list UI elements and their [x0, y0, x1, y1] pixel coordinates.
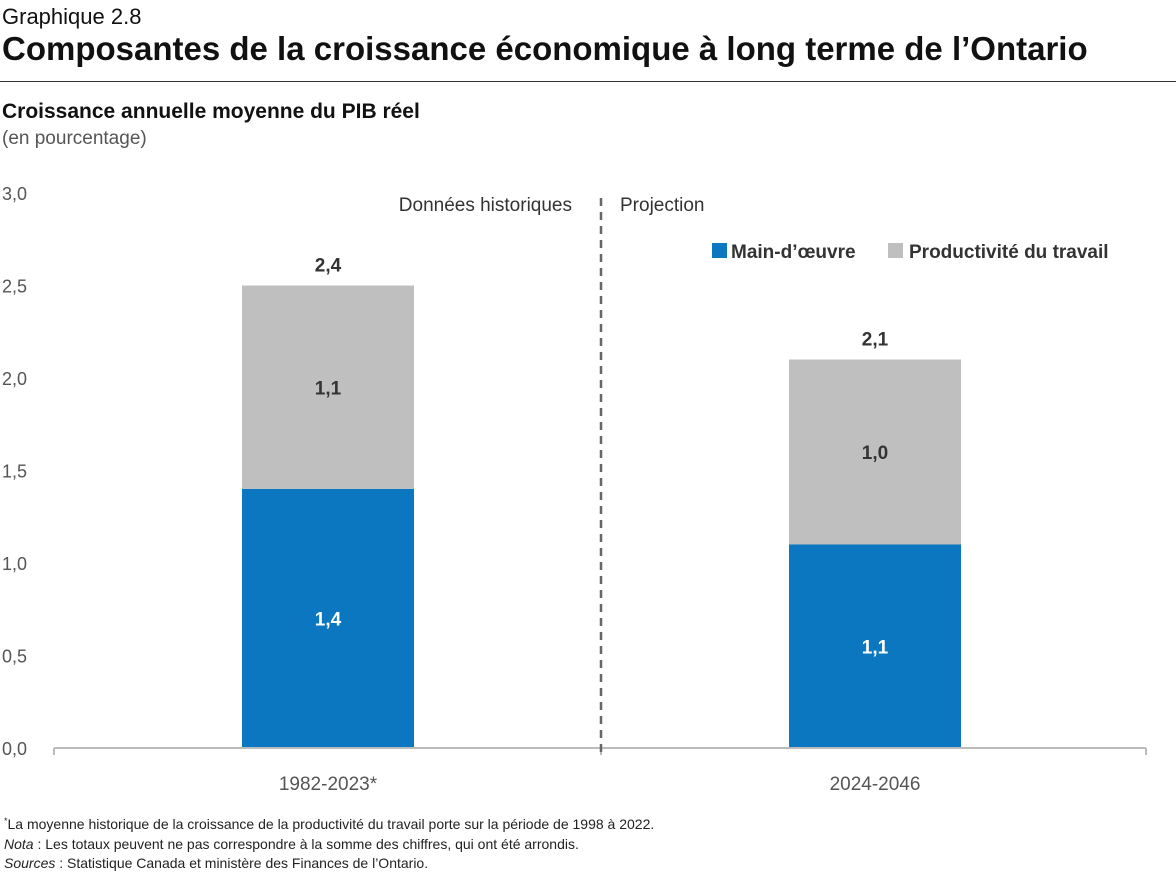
chart-subtitle: Croissance annuelle moyenne du PIB réel: [2, 100, 420, 123]
y-tick-label: 2,5: [2, 277, 27, 297]
data-label: 1,1: [862, 637, 889, 658]
data-label: 1,0: [862, 443, 888, 464]
y-tick-label: 1,5: [2, 462, 27, 482]
legend-swatch-labour: [712, 243, 727, 258]
region-label-projection: Projection: [620, 195, 705, 216]
data-label: 1,1: [315, 378, 342, 399]
total-label: 2,1: [862, 330, 889, 351]
graphic-number: Graphique 2.8: [2, 4, 142, 29]
legend-swatch-productivity: [888, 243, 903, 258]
footnote-nota: Nota : Les totaux peuvent ne pas corresp…: [4, 835, 579, 852]
region-label-historical: Données historiques: [399, 195, 572, 216]
chart-title: Composantes de la croissance économique …: [2, 30, 1088, 67]
y-tick-label: 2,0: [2, 369, 27, 389]
footnote-sources: Sources : Statistique Canada et ministèr…: [4, 855, 429, 871]
x-tick-label: 1982-2023*: [279, 774, 378, 795]
bar-segment-labour: [242, 489, 414, 748]
y-tick-label: 0,0: [2, 739, 27, 759]
x-tick-label: 2024-2046: [830, 774, 921, 795]
unit-label: (en pourcentage): [2, 128, 147, 149]
bar-segment-productivity: [789, 359, 961, 545]
y-tick-label: 0,5: [2, 647, 27, 667]
bar-segment-labour: [789, 544, 961, 748]
legend-label-productivity: Productivité du travail: [909, 242, 1109, 263]
title-divider: [0, 81, 1176, 82]
total-label: 2,4: [315, 256, 342, 277]
y-tick-label: 3,0: [2, 184, 27, 204]
y-tick-label: 1,0: [2, 554, 27, 574]
bar-segment-productivity: [242, 285, 414, 489]
legend-label-labour: Main-d’œuvre: [731, 242, 856, 263]
footnotes: *La moyenne historique de la croissance …: [4, 812, 654, 874]
data-label: 1,4: [315, 610, 342, 631]
footnote-asterisk: *La moyenne historique de la croissance …: [4, 816, 655, 832]
